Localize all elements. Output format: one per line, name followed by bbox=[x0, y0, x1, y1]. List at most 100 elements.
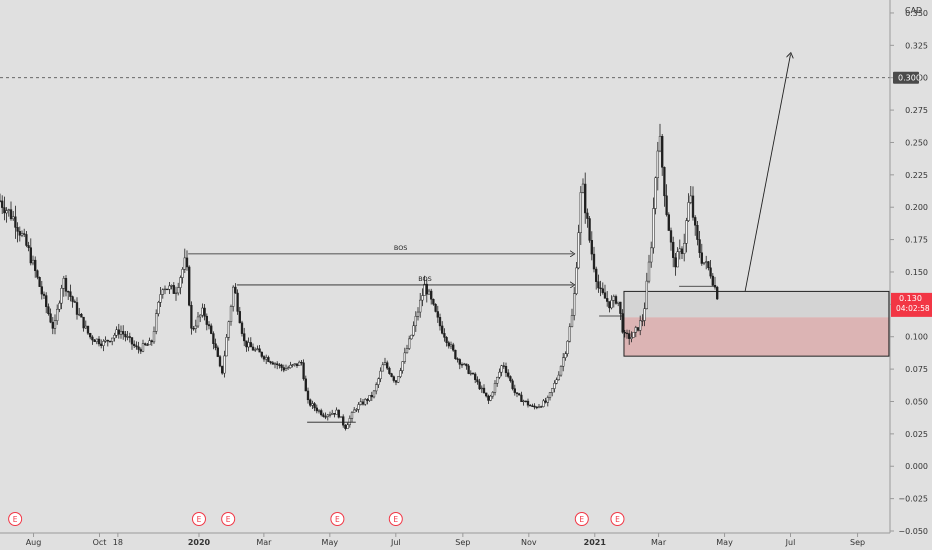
candle-body bbox=[346, 424, 349, 429]
candle-body bbox=[135, 345, 138, 348]
candle-body bbox=[443, 333, 446, 338]
candle-body bbox=[344, 424, 347, 429]
candle-body bbox=[614, 296, 618, 304]
x-tick-label: 2020 bbox=[188, 538, 211, 547]
candle-body bbox=[203, 307, 206, 317]
candle-body bbox=[421, 295, 424, 301]
projection-arrow[interactable] bbox=[744, 54, 790, 292]
candle-body bbox=[212, 333, 215, 344]
candle-body bbox=[273, 363, 277, 365]
earnings-marker-label: E bbox=[335, 515, 340, 524]
earnings-marker-icon[interactable] bbox=[574, 512, 589, 526]
candle-body bbox=[652, 208, 655, 249]
candle-body bbox=[669, 230, 673, 243]
candle-body bbox=[282, 367, 285, 371]
candle-body bbox=[245, 340, 248, 348]
candle-body bbox=[91, 336, 94, 341]
candle-body bbox=[216, 347, 219, 357]
candle-body bbox=[372, 390, 376, 398]
candle-body bbox=[641, 320, 644, 322]
candle-body bbox=[214, 343, 217, 349]
y-tick-label: 0.250 bbox=[905, 138, 928, 147]
candle-body bbox=[438, 317, 442, 327]
candle-body bbox=[284, 368, 288, 371]
earnings-marker-icon[interactable] bbox=[330, 512, 345, 526]
candle-body bbox=[502, 365, 505, 367]
candle-body bbox=[93, 339, 96, 342]
candle-body bbox=[656, 150, 659, 178]
candle-body bbox=[520, 394, 523, 402]
candle-body bbox=[447, 342, 450, 347]
earnings-marker-label: E bbox=[13, 515, 18, 524]
candle-body bbox=[375, 384, 378, 392]
candle-body bbox=[144, 343, 147, 346]
candle-body bbox=[603, 292, 607, 299]
candle-body bbox=[133, 343, 136, 347]
candle-body bbox=[221, 365, 224, 374]
candle-body bbox=[306, 390, 310, 401]
candle-body bbox=[577, 232, 580, 269]
price-axis[interactable]: CAD 0.350 0.325 0.300 0.275 0.250 0.225 0.200 0… bbox=[889, 0, 932, 536]
candle-body bbox=[89, 333, 92, 338]
candle-body bbox=[619, 301, 622, 314]
candle-body bbox=[368, 395, 371, 401]
candle-body bbox=[595, 268, 598, 282]
candle-body bbox=[540, 406, 543, 408]
earnings-marker-icon[interactable] bbox=[388, 512, 403, 526]
candle-body bbox=[524, 400, 527, 403]
candle-body bbox=[227, 321, 230, 338]
candle-body bbox=[126, 336, 129, 338]
candle-body bbox=[56, 308, 59, 321]
candle-body bbox=[58, 302, 61, 310]
candle-body bbox=[196, 316, 200, 327]
earnings-marker-label: E bbox=[393, 515, 398, 524]
candle-body bbox=[225, 337, 228, 357]
earnings-marker-label: E bbox=[615, 515, 620, 524]
candle-body bbox=[610, 300, 613, 309]
candle-body bbox=[256, 348, 259, 350]
candle-body bbox=[271, 362, 274, 365]
candle-body bbox=[493, 383, 497, 393]
candle-body bbox=[419, 299, 422, 313]
y-tick-label: 0.150 bbox=[905, 268, 928, 277]
earnings-marker-icon[interactable] bbox=[610, 512, 625, 526]
candle-body bbox=[434, 303, 437, 312]
candle-body bbox=[467, 365, 470, 374]
zone-outline bbox=[623, 290, 890, 357]
candle-body bbox=[361, 401, 365, 405]
candle-body bbox=[480, 387, 483, 390]
candle-body bbox=[465, 363, 468, 367]
horizontal-level-label: 0.300 bbox=[898, 74, 921, 83]
candle-body bbox=[234, 286, 237, 294]
candle-body bbox=[625, 332, 629, 335]
time-axis[interactable]: Aug Oct 18 2020 Mar May Jul Sep Nov 2021 Mar May Jul… bbox=[0, 532, 890, 547]
y-tick-label: −0.025 bbox=[898, 495, 928, 504]
candle-body bbox=[280, 364, 283, 368]
candle-body bbox=[258, 348, 261, 353]
candle-body bbox=[1, 200, 4, 208]
candle-body bbox=[427, 290, 431, 295]
candle-body bbox=[716, 286, 719, 300]
candle-body bbox=[379, 370, 382, 380]
candle-body bbox=[383, 362, 387, 366]
candle-body bbox=[700, 252, 703, 264]
earnings-marker-icon[interactable] bbox=[221, 512, 236, 526]
candle-body bbox=[111, 337, 114, 342]
earnings-marker-icon[interactable] bbox=[8, 512, 23, 526]
candle-body bbox=[172, 285, 175, 294]
candle-body bbox=[152, 331, 156, 343]
candle-body bbox=[416, 311, 420, 317]
candle-body bbox=[34, 259, 37, 271]
candle-body bbox=[412, 325, 415, 336]
candle-body bbox=[168, 285, 171, 290]
candle-body bbox=[535, 406, 538, 409]
earnings-marker-icon[interactable] bbox=[191, 512, 206, 526]
candle-body bbox=[49, 313, 52, 323]
candle-body bbox=[236, 292, 239, 312]
candle-body bbox=[564, 353, 567, 358]
candle-body bbox=[12, 216, 15, 220]
candle-body bbox=[300, 361, 303, 364]
candle-body bbox=[628, 333, 631, 339]
candle-body bbox=[122, 331, 125, 335]
